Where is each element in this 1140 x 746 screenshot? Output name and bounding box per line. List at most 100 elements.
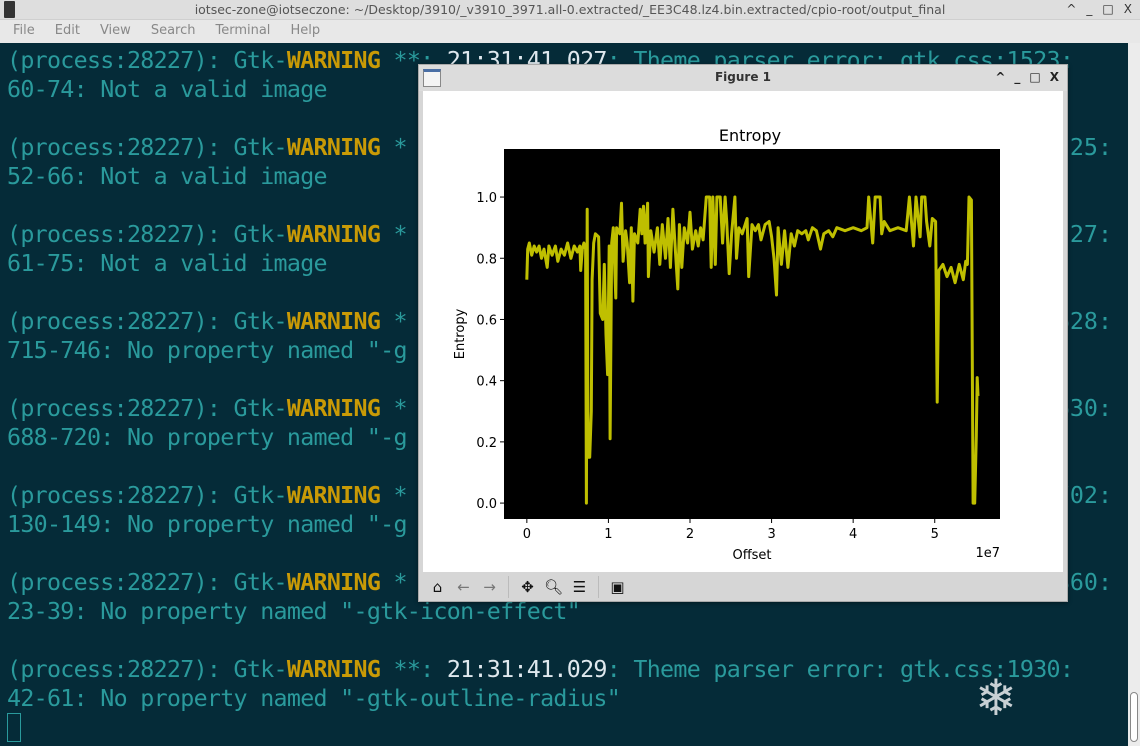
figure-close-button[interactable]: X [1049, 70, 1059, 84]
y-tick-label: 0.2 [476, 436, 497, 451]
menu-edit[interactable]: Edit [54, 23, 80, 38]
back-icon[interactable]: ← [457, 577, 470, 596]
terminal-title-bar: iotsec-zone@iotseczone: ~/Desktop/3910/_… [0, 0, 1140, 20]
warning-label: WARNING [286, 569, 381, 596]
window-maximize-button[interactable]: □ [1102, 2, 1114, 16]
save-icon[interactable]: ▣ [610, 577, 625, 596]
terminal-app-icon [4, 1, 15, 18]
menu-terminal[interactable]: Terminal [215, 23, 271, 38]
terminal-line: 52-66: Not a valid image [7, 162, 328, 191]
warning-label: WARNING [286, 47, 381, 74]
plot-canvas: Entropy 0 1 2 3 4 5 0.0 0.2 0.4 0.6 0.8 1.0 Offset … [423, 91, 1063, 572]
x-tick-label: 2 [686, 527, 694, 542]
figure-toolbar: ⌂ ← → ✥ 🔍︎ ☰ ▣ [419, 572, 1067, 601]
figure-title-bar: Figure 1 ^ _ □ X [419, 65, 1067, 91]
y-tick-label: 1.0 [476, 191, 497, 206]
figure-shade-button[interactable]: ^ [995, 70, 1006, 84]
terminal-line: (process:28227): Gtk-WARNING * [7, 481, 408, 510]
pan-icon[interactable]: ✥ [521, 577, 534, 596]
figure-maximize-button[interactable]: □ [1029, 70, 1041, 84]
log-text: (process:28227): Gtk- [7, 308, 288, 335]
log-text: 130-149: No property named "-g [7, 511, 408, 538]
log-text: (process:28227): Gtk- [7, 656, 288, 683]
entropy-series-line [525, 195, 980, 505]
x-tick-label: 3 [767, 527, 775, 542]
log-text: * [380, 569, 407, 596]
warning-label: WARNING [286, 308, 381, 335]
warning-label: WARNING [286, 134, 381, 161]
window-title: iotsec-zone@iotseczone: ~/Desktop/3910/_… [194, 2, 946, 17]
terminal-line: 42-61: No property named "-gtk-outline-r… [7, 684, 621, 713]
y-tick-label: 0.6 [476, 313, 497, 328]
menu-search[interactable]: Search [150, 23, 196, 38]
terminal-cursor [7, 713, 21, 742]
log-text: 42-61: No property named "-gtk-outline-r… [7, 685, 621, 712]
log-text: * [380, 482, 407, 509]
terminal-line: (process:28227): Gtk-WARNING **: 21:31:4… [7, 655, 1074, 684]
terminal-line: (process:28227): Gtk-WARNING * [7, 394, 408, 423]
menu-help[interactable]: Help [290, 23, 321, 38]
terminal-line: (process:28227): Gtk-WARNING * [7, 307, 408, 336]
log-text: 52-66: Not a valid image [7, 163, 328, 190]
configure-subplots-icon[interactable]: ☰ [572, 577, 587, 596]
menu-view[interactable]: View [99, 23, 131, 38]
watermark-logo: ❄ [975, 668, 1017, 728]
zoom-icon[interactable]: 🔍︎ [543, 577, 564, 596]
x-tick-label: 5 [931, 527, 939, 542]
log-text: 23-39: No property named "-gtk-icon-effe… [7, 598, 581, 625]
window-shade-button[interactable]: ^ [1066, 2, 1077, 16]
x-offset-label: 1e7 [975, 546, 1000, 561]
log-text: 61-75: Not a valid image [7, 250, 328, 277]
warning-label: WARNING [286, 221, 381, 248]
window-minimize-button[interactable]: _ [1086, 2, 1093, 16]
log-text: (process:28227): Gtk- [7, 395, 288, 422]
warning-label: WARNING [286, 482, 381, 509]
terminal-line: (process:28227): Gtk-WARNING * [7, 133, 408, 162]
menu-bar: File Edit View Search Terminal Help [0, 20, 1140, 43]
log-text: (process:28227): Gtk- [7, 47, 288, 74]
figure-title: Figure 1 [714, 70, 772, 84]
terminal-scrollbar[interactable] [1128, 43, 1140, 746]
toolbar-separator [598, 575, 599, 598]
figure-window: Figure 1 ^ _ □ X Entropy 0 1 2 3 4 5 0.0 0.2 0.4… [418, 64, 1068, 602]
log-text: (process:28227): Gtk- [7, 134, 288, 161]
log-text: (process:28227): Gtk- [7, 569, 288, 596]
forward-icon[interactable]: → [483, 577, 496, 596]
log-text: (process:28227): Gtk- [7, 482, 288, 509]
y-tick-label: 0.8 [476, 252, 497, 267]
menu-file[interactable]: File [13, 23, 35, 38]
chart-title: Entropy [719, 126, 781, 145]
x-tick-label: 0 [523, 527, 531, 542]
y-tick-label: 0.0 [476, 497, 497, 512]
scrollbar-thumb[interactable] [1130, 692, 1138, 742]
figure-minimize-button[interactable]: _ [1014, 70, 1021, 84]
entropy-chart: Entropy 0 1 2 3 4 50.00.20.40.60.81.0 Offset … [453, 126, 1000, 563]
y-tick-label: 0.4 [476, 375, 497, 390]
x-tick-label: 4 [849, 527, 857, 542]
figure-app-icon [423, 69, 441, 87]
log-text: : Theme parser error: gtk.css:1930: [606, 656, 1074, 683]
log-text: * [380, 221, 407, 248]
window-close-button[interactable]: X [1123, 2, 1132, 16]
log-text: **: [380, 656, 447, 683]
warning-label: WARNING [286, 395, 381, 422]
terminal-line: 23-39: No property named "-gtk-icon-effe… [7, 597, 581, 626]
x-axis-label: Offset [732, 548, 771, 563]
log-text: * [380, 134, 407, 161]
terminal-line: (process:28227): Gtk-WARNING * [7, 568, 408, 597]
y-axis-label: Entropy [453, 308, 468, 359]
log-text: * [380, 308, 407, 335]
terminal-line: 688-720: No property named "-g [7, 423, 408, 452]
x-tick-label: 1 [604, 527, 612, 542]
home-icon[interactable]: ⌂ [432, 577, 443, 596]
log-text: 688-720: No property named "-g [7, 424, 408, 451]
terminal-line: 715-746: No property named "-g [7, 336, 408, 365]
terminal-line: 61-75: Not a valid image [7, 249, 328, 278]
log-text: 60-74: Not a valid image [7, 76, 328, 103]
snowflake-icon: ❄ [975, 669, 1017, 727]
timestamp: 21:31:41.029 [446, 656, 608, 683]
terminal-line: 130-149: No property named "-g [7, 510, 408, 539]
log-text: (process:28227): Gtk- [7, 221, 288, 248]
log-text: 715-746: No property named "-g [7, 337, 408, 364]
log-text: * [380, 395, 407, 422]
